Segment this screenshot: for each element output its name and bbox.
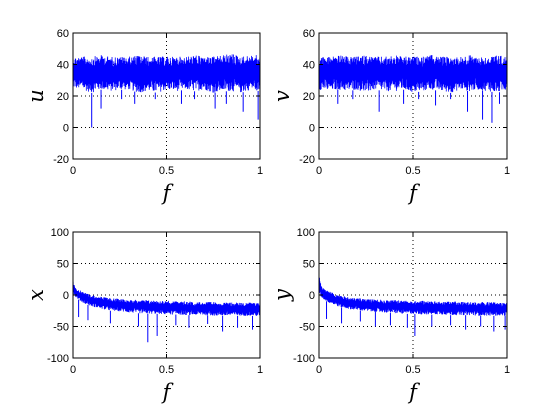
x-tick-label: 1 xyxy=(504,165,510,177)
y-tick-label: 50 xyxy=(303,259,315,271)
y-tick-label: 50 xyxy=(57,259,69,271)
y-tick-label: 100 xyxy=(297,227,315,239)
y-tick-label: 0 xyxy=(309,290,315,302)
y-tick-label: -100 xyxy=(47,353,69,365)
subplot-x: 0 0.5 1 -100 -50 0 50 100 f x xyxy=(24,227,263,404)
x-tick-label: 1 xyxy=(504,364,510,376)
x-tick-label: 0.5 xyxy=(405,364,420,376)
series-line xyxy=(319,55,507,93)
subplot-y: 0 0.5 1 -100 -50 0 50 100 f y xyxy=(270,227,510,404)
y-tick-label: 20 xyxy=(57,91,69,103)
x-tick-label: 0.5 xyxy=(159,364,174,376)
y-axis-label: x xyxy=(24,289,48,301)
y-axis-label: y xyxy=(270,288,294,302)
x-tick-label: 1 xyxy=(257,364,263,376)
x-tick-label: 0.5 xyxy=(159,165,174,177)
y-tick-label: -50 xyxy=(53,322,69,334)
series-line xyxy=(73,54,260,93)
x-axis-label: f xyxy=(161,380,174,404)
series-line xyxy=(73,281,260,316)
y-tick-label: 0 xyxy=(309,123,315,135)
y-tick-label: -50 xyxy=(299,322,315,334)
y-tick-label: 100 xyxy=(51,227,69,239)
x-axis-label: f xyxy=(407,181,420,205)
y-tick-label: -100 xyxy=(293,353,315,365)
y-tick-label: 0 xyxy=(63,290,69,302)
y-tick-label: 40 xyxy=(303,60,315,72)
y-tick-label: -20 xyxy=(299,154,315,166)
x-tick-label: 0 xyxy=(316,165,322,177)
x-axis-label: f xyxy=(407,380,420,404)
x-tick-label: 0 xyxy=(316,364,322,376)
x-tick-label: 0 xyxy=(70,165,76,177)
y-tick-label: 40 xyxy=(57,60,69,72)
y-tick-label: 60 xyxy=(57,28,69,40)
y-tick-label: 0 xyxy=(63,123,69,135)
y-tick-label: 20 xyxy=(303,91,315,103)
x-axis-label: f xyxy=(161,181,174,205)
y-axis-label: v xyxy=(270,90,294,102)
y-axis-label: u xyxy=(24,89,48,103)
x-tick-label: 1 xyxy=(257,165,263,177)
series-line xyxy=(319,277,507,316)
y-tick-label: 60 xyxy=(303,28,315,40)
y-tick-label: -20 xyxy=(53,154,69,166)
x-tick-label: 0.5 xyxy=(405,165,420,177)
x-tick-label: 0 xyxy=(70,364,76,376)
